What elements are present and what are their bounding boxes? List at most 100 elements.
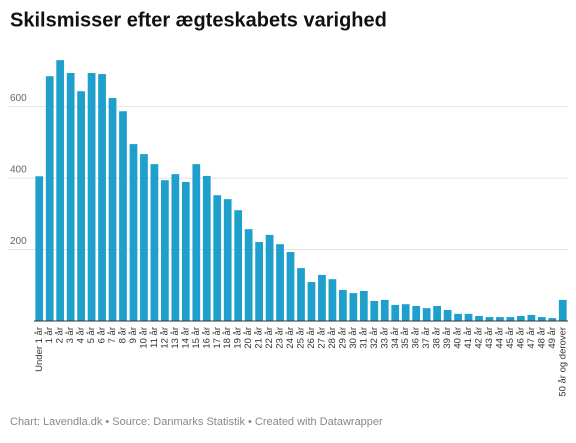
x-tick-label: 29 år bbox=[337, 327, 348, 349]
x-tick-label: 5 år bbox=[86, 327, 97, 343]
x-tick-label: Under 1 år bbox=[34, 327, 45, 372]
bar bbox=[223, 199, 232, 321]
x-tick-label: 32 år bbox=[369, 327, 380, 349]
x-tick-label: 48 år bbox=[536, 327, 547, 349]
bar bbox=[286, 252, 295, 321]
bar bbox=[548, 318, 557, 321]
bar bbox=[454, 313, 462, 321]
bar bbox=[328, 279, 337, 321]
bar bbox=[433, 305, 441, 321]
bar bbox=[307, 282, 316, 321]
bar bbox=[349, 293, 358, 321]
bar bbox=[485, 317, 494, 321]
bar bbox=[422, 308, 431, 321]
bar bbox=[98, 74, 106, 321]
bar bbox=[464, 313, 473, 321]
bar bbox=[496, 317, 504, 321]
x-tick-label: 50 år og derover bbox=[557, 327, 568, 397]
x-tick-label: 2 år bbox=[55, 327, 66, 343]
x-tick-label: 37 år bbox=[421, 327, 432, 349]
x-tick-label: 25 år bbox=[296, 327, 307, 349]
x-tick-label: 34 år bbox=[390, 327, 401, 349]
x-tick-label: 39 år bbox=[442, 327, 453, 349]
bar bbox=[517, 315, 525, 321]
bar bbox=[192, 164, 201, 321]
x-tick-label: 35 år bbox=[400, 327, 411, 349]
x-tick-label: 8 år bbox=[118, 327, 129, 343]
bar bbox=[108, 98, 117, 321]
bar bbox=[255, 242, 263, 321]
bar bbox=[234, 210, 243, 321]
x-tick-label: 7 år bbox=[107, 327, 118, 343]
bar bbox=[380, 299, 389, 321]
x-tick-label: 31 år bbox=[358, 327, 369, 349]
x-tick-label: 15 år bbox=[191, 327, 202, 349]
bar bbox=[45, 76, 54, 321]
x-tick-label: 46 år bbox=[515, 327, 526, 349]
x-tick-label: 27 år bbox=[316, 327, 327, 349]
bar bbox=[318, 274, 326, 321]
bar bbox=[527, 314, 536, 321]
x-tick-label: 20 år bbox=[243, 327, 254, 349]
x-tick-label: 41 år bbox=[463, 327, 474, 349]
x-tick-label: 19 år bbox=[233, 327, 244, 349]
bar bbox=[276, 244, 284, 321]
x-tick-label: 23 år bbox=[275, 327, 286, 349]
x-tick-label: 16 år bbox=[201, 327, 212, 349]
x-tick-label: 36 år bbox=[411, 327, 422, 349]
x-tick-label: 33 år bbox=[379, 327, 390, 349]
bar bbox=[213, 195, 222, 321]
bar bbox=[506, 317, 515, 321]
bar bbox=[443, 309, 452, 321]
bar bbox=[537, 317, 546, 321]
y-tick-label: 600 bbox=[10, 93, 27, 104]
bar bbox=[359, 290, 368, 321]
x-tick-label: 44 år bbox=[494, 327, 505, 349]
chart-title: Skilsmisser efter ægteskabets varighed bbox=[10, 9, 387, 31]
x-tick-label: 9 år bbox=[128, 327, 139, 343]
x-tick-label: 26 år bbox=[306, 327, 317, 349]
bar bbox=[119, 111, 127, 321]
x-tick-label: 11 år bbox=[149, 327, 160, 348]
bar bbox=[339, 289, 347, 321]
bar bbox=[56, 60, 65, 321]
x-tick-label: 12 år bbox=[159, 327, 170, 349]
x-tick-label: 47 år bbox=[526, 327, 537, 349]
x-tick-label: 45 år bbox=[505, 327, 516, 349]
x-tick-label: 38 år bbox=[432, 327, 443, 349]
x-tick-label: 14 år bbox=[180, 327, 191, 349]
bar bbox=[244, 229, 253, 321]
bar bbox=[171, 174, 180, 321]
bar bbox=[297, 268, 305, 321]
x-tick-label: 4 år bbox=[76, 327, 87, 343]
bar bbox=[35, 176, 44, 321]
x-tick-label: 28 år bbox=[327, 327, 338, 349]
bar bbox=[150, 164, 159, 321]
bar bbox=[202, 175, 211, 321]
x-tick-label: 42 år bbox=[474, 327, 485, 349]
bar bbox=[181, 181, 190, 321]
bar bbox=[558, 299, 567, 321]
bar bbox=[77, 91, 85, 321]
bar bbox=[265, 234, 274, 321]
x-tick-label: 6 år bbox=[97, 327, 108, 343]
x-tick-label: 18 år bbox=[222, 327, 233, 349]
y-tick-label: 400 bbox=[10, 165, 27, 176]
bar bbox=[401, 304, 410, 321]
bar bbox=[370, 300, 379, 321]
y-tick-label: 200 bbox=[10, 236, 27, 247]
x-tick-label: 13 år bbox=[170, 327, 181, 349]
x-tick-label: 40 år bbox=[453, 327, 464, 349]
x-tick-label: 1 år bbox=[44, 327, 55, 343]
x-tick-label: 10 år bbox=[138, 327, 149, 349]
x-tick-label: 49 år bbox=[547, 327, 558, 349]
bar bbox=[140, 154, 148, 321]
x-tick-label: 3 år bbox=[65, 327, 76, 343]
x-tick-label: 17 år bbox=[212, 327, 223, 349]
x-tick-label: 30 år bbox=[348, 327, 359, 349]
x-tick-label: 22 år bbox=[264, 327, 275, 349]
bar bbox=[161, 180, 169, 321]
bar bbox=[129, 144, 138, 321]
bar bbox=[412, 305, 421, 321]
